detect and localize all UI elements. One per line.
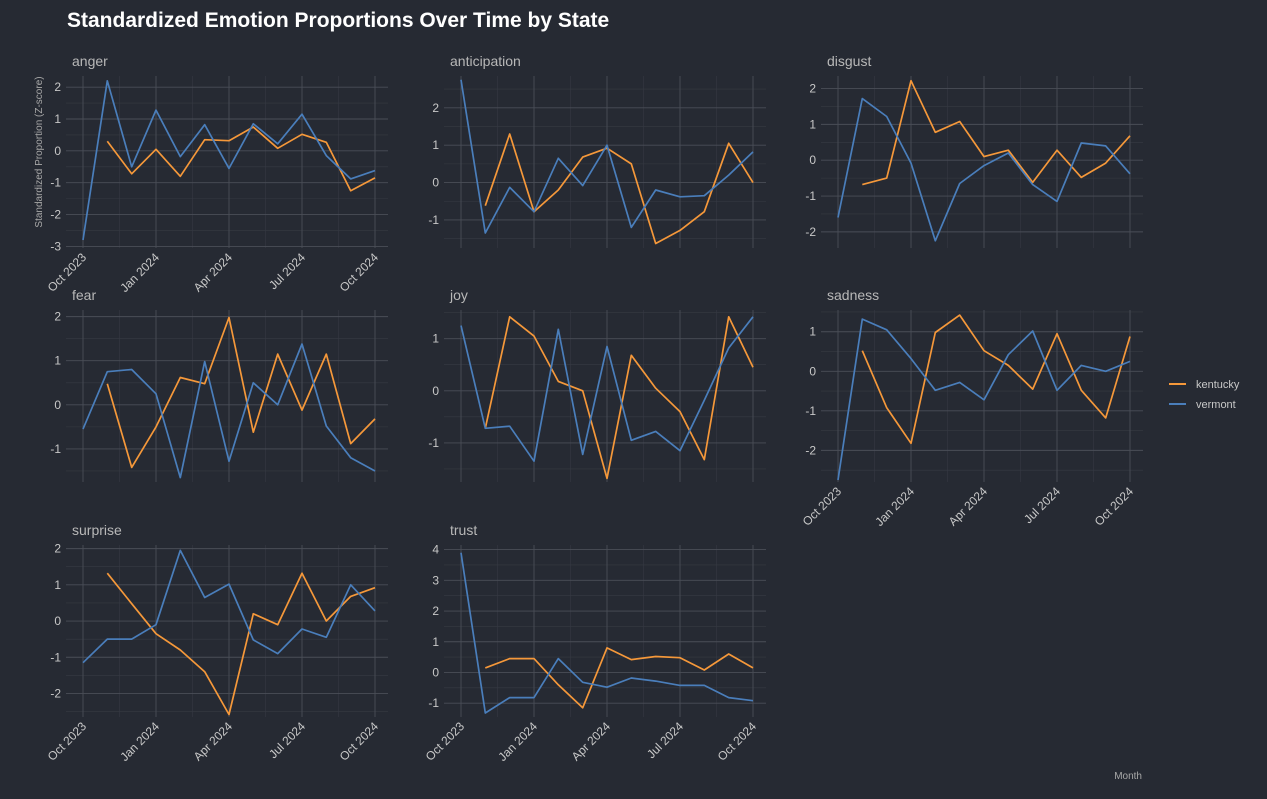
y-tick-label: 2	[432, 604, 439, 618]
x-tick-label: Oct 2024	[337, 719, 382, 764]
panel-title-anger: anger	[72, 53, 108, 69]
panel-disgust: disgust -2 -1 0 1 2	[805, 53, 1143, 248]
y-tick-label: -1	[428, 213, 439, 227]
panel-trust: trust -1 0 1 2 3 4 Oct 2023 Jan 2024 Apr 2024 Jul …	[423, 522, 766, 764]
y-tick-label: 0	[54, 614, 61, 628]
y-tick-label: -1	[428, 436, 439, 450]
y-tick-label: -2	[50, 686, 61, 700]
y-tick-label: 1	[432, 635, 439, 649]
x-tick-label: Jan 2024	[872, 484, 917, 529]
y-tick-label: 0	[809, 153, 816, 167]
x-tick-label: Jan 2024	[117, 250, 162, 295]
y-tick-label: 2	[809, 82, 816, 96]
y-tick-label: -2	[805, 443, 816, 457]
y-tick-label: 1	[54, 578, 61, 592]
facet-panels: anger -3 -2 -1 0 1 2 Oct 2023 Jan 2024 Apr 2024 Ju…	[45, 53, 1143, 764]
panel-title-sadness: sadness	[827, 287, 879, 303]
series-line-joy-kentucky	[484, 315, 754, 480]
chart-title: Standardized Emotion Proportions Over Ti…	[67, 9, 610, 32]
series-line-anticipation-kentucky	[484, 133, 754, 245]
x-tick-label: Oct 2024	[337, 250, 382, 295]
y-tick-label: 0	[809, 364, 816, 378]
y-tick-label: -3	[50, 239, 61, 253]
series-line-anger-kentucky	[106, 126, 376, 192]
y-tick-label: 1	[432, 138, 439, 152]
y-tick-label: 0	[432, 176, 439, 190]
y-tick-label: 3	[432, 573, 439, 587]
y-tick-label: 2	[54, 80, 61, 94]
y-tick-label: -1	[428, 696, 439, 710]
series-line-disgust-kentucky	[862, 79, 1131, 186]
y-tick-label: 2	[54, 542, 61, 556]
y-tick-label: -1	[50, 650, 61, 664]
x-tick-label: Oct 2024	[1092, 484, 1137, 529]
panel-sadness: sadness -2 -1 0 1 Oct 2023 Jan 2024 Apr 2024 Jul…	[800, 287, 1143, 529]
panel-surprise: surprise -2 -1 0 1 2 Oct 2023 Jan 2024 Apr 2024 J…	[45, 522, 388, 764]
series-line-fear-vermont	[82, 343, 376, 479]
x-tick-label: Jul 2024	[266, 250, 308, 292]
series-line-surprise-kentucky	[106, 572, 376, 716]
x-tick-label: Jul 2024	[644, 719, 686, 761]
x-tick-label: Jul 2024	[266, 719, 308, 761]
panel-fear: fear -1 0 1 2	[50, 287, 388, 482]
y-axis-title: Standardized Proportion (Z-score)	[34, 76, 45, 227]
series-line-joy-vermont	[460, 316, 754, 463]
series-line-trust-kentucky	[484, 647, 754, 709]
series-line-fear-kentucky	[106, 316, 376, 469]
y-tick-label: 1	[432, 332, 439, 346]
x-tick-label: Jan 2024	[495, 719, 540, 764]
x-tick-label: Apr 2024	[569, 719, 614, 764]
panel-title-disgust: disgust	[827, 53, 871, 69]
series-line-surprise-vermont	[82, 549, 376, 664]
y-tick-label: 0	[54, 144, 61, 158]
y-tick-label: -1	[805, 189, 816, 203]
x-tick-label: Oct 2023	[45, 719, 90, 764]
x-axis-title: Month	[1114, 771, 1142, 782]
y-tick-label: -2	[805, 225, 816, 239]
y-tick-label: 4	[432, 543, 439, 557]
panel-anticipation: anticipation -1 0 1 2	[428, 53, 766, 248]
y-tick-label: -1	[805, 404, 816, 418]
panel-title-fear: fear	[72, 287, 96, 303]
panel-joy: joy -1 0 1	[428, 287, 766, 482]
panel-title-surprise: surprise	[72, 522, 122, 538]
y-tick-label: 0	[54, 398, 61, 412]
y-tick-label: -1	[50, 442, 61, 456]
y-tick-label: 2	[54, 310, 61, 324]
panel-title-anticipation: anticipation	[450, 53, 521, 69]
series-line-anger-vermont	[82, 79, 376, 241]
series-line-disgust-vermont	[837, 97, 1131, 242]
series-line-anticipation-vermont	[460, 79, 754, 234]
x-tick-label: Oct 2023	[423, 719, 468, 764]
x-tick-label: Apr 2024	[946, 484, 991, 529]
x-tick-label: Oct 2023	[800, 484, 845, 529]
series-line-sadness-vermont	[837, 318, 1131, 481]
y-tick-label: 1	[54, 112, 61, 126]
legend: kentucky vermont	[1169, 379, 1240, 411]
panel-title-trust: trust	[450, 522, 477, 538]
x-tick-label: Oct 2024	[715, 719, 760, 764]
panel-title-joy: joy	[449, 287, 468, 303]
x-tick-label: Jul 2024	[1021, 484, 1063, 526]
y-tick-label: -1	[50, 176, 61, 190]
x-tick-label: Jan 2024	[117, 719, 162, 764]
y-tick-label: 1	[809, 117, 816, 131]
y-tick-label: 0	[432, 384, 439, 398]
x-tick-label: Apr 2024	[191, 250, 236, 295]
y-tick-label: 1	[54, 354, 61, 368]
legend-label-vermont: vermont	[1196, 399, 1236, 411]
series-line-sadness-kentucky	[861, 314, 1131, 445]
y-tick-label: 0	[432, 665, 439, 679]
y-tick-label: -2	[50, 208, 61, 222]
legend-label-kentucky: kentucky	[1196, 379, 1240, 391]
series-line-trust-vermont	[460, 552, 754, 714]
x-tick-label: Apr 2024	[191, 719, 236, 764]
y-tick-label: 2	[432, 101, 439, 115]
y-tick-label: 1	[809, 325, 816, 339]
